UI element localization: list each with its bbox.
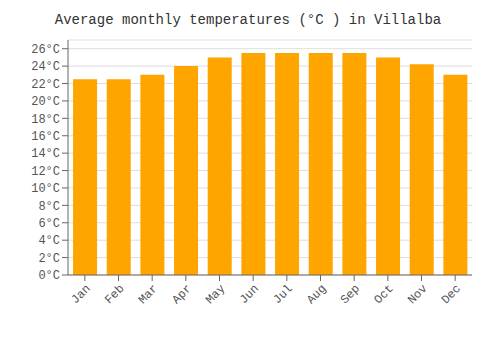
- svg-text:Nov: Nov: [405, 282, 430, 307]
- svg-text:Jun: Jun: [237, 282, 262, 307]
- svg-text:18°C: 18°C: [31, 113, 60, 127]
- svg-text:14°C: 14°C: [31, 147, 60, 161]
- svg-text:12°C: 12°C: [31, 165, 60, 179]
- svg-text:24°C: 24°C: [31, 60, 60, 74]
- svg-text:10°C: 10°C: [31, 182, 60, 196]
- svg-text:Mar: Mar: [136, 282, 161, 307]
- svg-text:0°C: 0°C: [38, 269, 60, 283]
- svg-text:20°C: 20°C: [31, 95, 60, 109]
- svg-text:Dec: Dec: [439, 282, 464, 307]
- svg-text:26°C: 26°C: [31, 43, 60, 57]
- svg-text:Jul: Jul: [271, 282, 296, 307]
- svg-text:Oct: Oct: [372, 282, 397, 307]
- svg-text:Jan: Jan: [69, 282, 94, 307]
- svg-text:2°C: 2°C: [38, 252, 60, 266]
- svg-text:22°C: 22°C: [31, 78, 60, 92]
- svg-text:16°C: 16°C: [31, 130, 60, 144]
- svg-text:6°C: 6°C: [38, 217, 60, 231]
- svg-text:Feb: Feb: [102, 282, 127, 307]
- svg-text:Aug: Aug: [304, 282, 329, 307]
- svg-text:Apr: Apr: [170, 282, 195, 307]
- svg-text:8°C: 8°C: [38, 200, 60, 214]
- svg-text:Sep: Sep: [338, 282, 363, 307]
- svg-text:4°C: 4°C: [38, 234, 60, 248]
- svg-text:May: May: [203, 282, 228, 307]
- html-text:Average monthly temperatures (: Average monthly temperatures (°C ) in Vi…: [54, 12, 442, 28]
